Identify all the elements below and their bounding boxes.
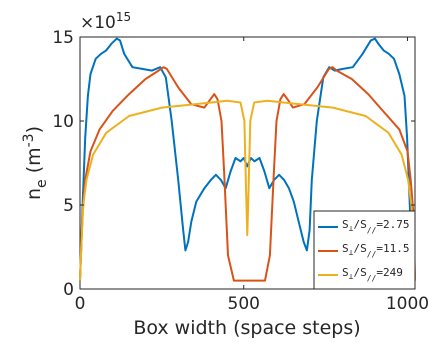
legend: S⊥/S//=2.75 S⊥/S//=11.5 S⊥/S//=249	[313, 210, 416, 290]
y-axis-title: ne (m-3)	[21, 126, 50, 200]
legend-label-3: S⊥/S//=249	[342, 266, 403, 283]
y-tick-label: 0	[63, 280, 74, 300]
x-axis-title: Box width (space steps)	[133, 317, 360, 339]
y-tick-label: 15	[52, 28, 74, 48]
series-line-3	[79, 99, 416, 281]
x-tick-label: 500	[228, 294, 260, 314]
series-line-2	[79, 66, 416, 282]
y-axis-title-subscript: e	[34, 179, 50, 188]
x-tick-label: 0	[75, 294, 86, 314]
legend-label-2: S⊥/S//=11.5	[342, 242, 409, 259]
legend-label-1: S⊥/S//=2.75	[342, 218, 409, 235]
y-axis-title-exponent: -3	[21, 133, 37, 147]
y-exponent-label: ×1015	[80, 10, 131, 33]
series-layer	[79, 37, 416, 282]
x-tick-label: 1000	[386, 294, 429, 314]
y-tick-label: 10	[52, 112, 74, 132]
y-tick-label: 5	[63, 196, 74, 216]
tick-layer: 0 500 1000 0 5 10 15	[52, 28, 429, 314]
y-exponent-power: 15	[116, 10, 131, 24]
